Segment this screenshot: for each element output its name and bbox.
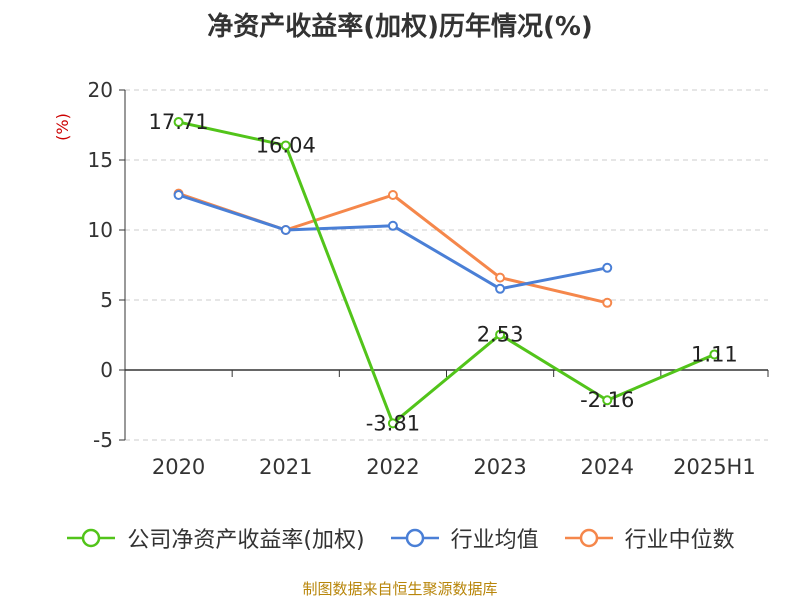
y-tick-label: 0 <box>100 358 113 382</box>
legend-swatch-icon <box>390 528 439 548</box>
legend-swatch-icon <box>564 528 613 548</box>
data-point <box>173 190 184 200</box>
data-label: 1.11 <box>691 342 738 366</box>
data-point <box>387 190 398 200</box>
data-label: 2.53 <box>477 323 524 347</box>
x-tick-label: 2020 <box>152 455 205 479</box>
data-point <box>495 329 506 340</box>
x-tick-label: 2025H1 <box>673 455 756 479</box>
x-tick-label: 2023 <box>473 455 526 479</box>
data-point <box>602 395 613 406</box>
y-tick-label: 10 <box>88 218 113 242</box>
y-axis-label: (%) <box>53 113 72 141</box>
axes: 20 15 10 5 0 -5 2020 2021 2022 2023 2024 2025H1 <box>88 78 769 479</box>
series-line <box>178 193 608 291</box>
data-point <box>495 283 506 294</box>
data-label: -2.16 <box>580 388 634 412</box>
x-tick-label: 2021 <box>259 455 312 479</box>
grid-lines <box>125 89 768 441</box>
data-point <box>173 117 184 128</box>
data-point <box>709 349 720 360</box>
y-tick-label: 15 <box>88 148 113 172</box>
data-point <box>387 418 398 429</box>
data-point <box>280 225 291 235</box>
data-point <box>387 220 398 231</box>
data-point <box>280 140 291 151</box>
legend-item[interactable]: 行业均值 <box>389 522 539 554</box>
chart-title: 净资产收益率(加权)历年情况(%) <box>207 12 593 42</box>
data-labels: 17.71 16.04 -3.81 2.53 -2.16 1.11 <box>149 110 738 435</box>
legend-label: 行业中位数 <box>624 528 735 553</box>
legend-item[interactable]: 行业中位数 <box>563 522 735 554</box>
data-point <box>602 262 613 273</box>
series-line <box>178 192 608 305</box>
legend-label: 公司净资产收益率(加权) <box>127 528 365 553</box>
legend-label: 行业均值 <box>450 528 539 553</box>
x-tick-label: 2024 <box>581 455 634 479</box>
source-note: 制图数据来自恒生聚源数据库 <box>302 580 498 598</box>
data-label: 16.04 <box>256 133 316 157</box>
legend-item[interactable]: 公司净资产收益率(加权) <box>65 522 365 554</box>
y-tick-label: 5 <box>100 288 113 312</box>
legend-swatch-marker <box>579 528 598 548</box>
data-label: -3.81 <box>366 411 420 435</box>
legend-swatch-marker <box>82 528 101 548</box>
data-point <box>495 272 506 283</box>
x-tick-label: 2022 <box>366 455 419 479</box>
y-tick-label: -5 <box>93 428 113 452</box>
data-label: 17.71 <box>149 110 209 134</box>
data-point <box>602 297 613 308</box>
y-tick-label: 20 <box>88 78 113 102</box>
legend-swatch-icon <box>67 528 116 548</box>
series-line <box>178 120 716 425</box>
legend: 公司净资产收益率(加权) 行业均值 行业中位数 <box>0 518 800 558</box>
legend-swatch-marker <box>405 528 424 548</box>
series-lines <box>173 117 720 429</box>
